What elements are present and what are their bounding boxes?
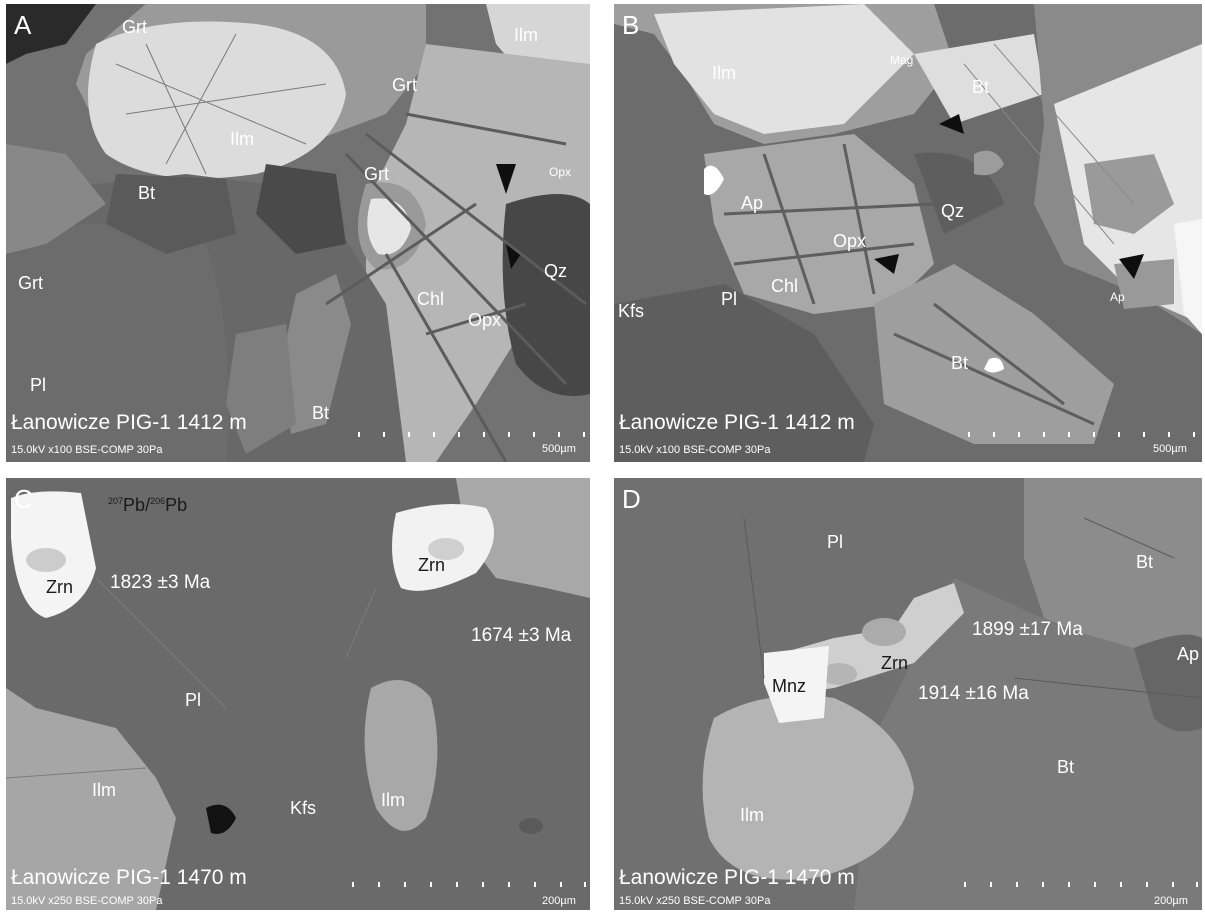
scale-bar-ticks: [968, 432, 1200, 438]
panel-letter: B: [622, 10, 640, 40]
mineral-label: Ilm: [381, 790, 405, 810]
bse-image-b: [614, 4, 1202, 462]
age-label: 1899 ±17 Ma: [972, 619, 1083, 640]
bse-image-a: [6, 4, 590, 462]
isotope-denominator-element: Pb: [165, 495, 188, 515]
bse-image-d: [614, 478, 1202, 910]
sample-location: Łanowicze PIG-1 1470 m: [619, 866, 855, 889]
sem-metadata: 15.0kV x100 BSE-COMP 30Pa: [11, 444, 163, 456]
mineral-label: Ilm: [712, 63, 736, 83]
mineral-label: Grt: [392, 75, 417, 95]
mineral-label: Chl: [771, 276, 799, 296]
mineral-label: Ilm: [740, 805, 764, 825]
mineral-label: Bt: [1136, 552, 1154, 572]
scale-bar-label: 200µm: [1154, 895, 1188, 907]
sem-metadata: 15.0kV x100 BSE-COMP 30Pa: [619, 444, 771, 456]
scale-bar-ticks: [964, 882, 1200, 888]
panel-a: A Grt Ilm Ilm Grt Opx Grt Bt Grt Chl Opx…: [6, 4, 590, 462]
mineral-label: Bt: [312, 403, 330, 423]
panel-b: B Ilm Mag Bt Ap Qz Opx Chl Pl Kfs Bt Ap …: [614, 4, 1202, 462]
mineral-label: Pl: [185, 690, 202, 710]
mineral-label: Opx: [468, 310, 502, 330]
mineral-label: Opx: [833, 231, 867, 251]
age-label: 1914 ±16 Ma: [918, 683, 1029, 704]
scale-bar-ticks: [358, 432, 588, 438]
mineral-label: Grt: [122, 17, 147, 37]
mineral-label: Pl: [721, 289, 738, 309]
mineral-label: Opx: [549, 165, 572, 179]
panel-letter: A: [14, 10, 32, 40]
sem-metadata: 15.0kV x250 BSE-COMP 30Pa: [11, 895, 163, 907]
mineral-label: Ap: [741, 193, 764, 213]
scale-bar-label: 200µm: [542, 895, 576, 907]
panel-c: C 207Pb/206Pb 1823 ±3 Ma Zrn Zrn 1674 ±3…: [6, 478, 590, 910]
scale-bar-ticks: [352, 882, 588, 888]
mineral-label: Grt: [18, 273, 43, 293]
sample-location: Łanowicze PIG-1 1412 m: [11, 411, 247, 434]
isotope-ratio-label: 207Pb/206Pb: [108, 495, 188, 515]
mineral-label: Qz: [941, 201, 965, 221]
sem-metadata: 15.0kV x250 BSE-COMP 30Pa: [619, 895, 771, 907]
panel-letter: C: [14, 484, 33, 514]
age-label: 1823 ±3 Ma: [110, 572, 211, 593]
mineral-label: Ap: [1177, 644, 1200, 664]
mineral-label: Grt: [364, 164, 389, 184]
mineral-label: Mnz: [772, 676, 807, 696]
mineral-label: Zrn: [881, 653, 908, 673]
mineral-label: Kfs: [290, 798, 317, 818]
mineral-label: Kfs: [618, 301, 645, 321]
mineral-label: Pl: [30, 375, 47, 395]
mineral-label: Ilm: [230, 129, 254, 149]
scale-bar-label: 500µm: [1153, 443, 1187, 455]
panel-d: D Pl Bt 1899 ±17 Ma Mnz Zrn Ap 1914 ±16 …: [614, 478, 1202, 910]
mineral-label: Bt: [1057, 757, 1075, 777]
mineral-label: Bt: [138, 183, 156, 203]
age-label: 1674 ±3 Ma: [471, 625, 572, 646]
isotope-numerator-mass: 207: [108, 496, 124, 506]
mineral-label: Bt: [972, 77, 990, 97]
scale-bar-label: 500µm: [542, 443, 576, 455]
mineral-label: Chl: [417, 289, 445, 309]
mineral-label: Bt: [951, 353, 969, 373]
isotope-denominator-mass: 206: [150, 496, 166, 506]
mineral-label: Pl: [827, 532, 844, 552]
mineral-label: Qz: [544, 261, 568, 281]
mineral-label: Ilm: [514, 25, 538, 45]
sample-location: Łanowicze PIG-1 1412 m: [619, 411, 855, 434]
sample-location: Łanowicze PIG-1 1470 m: [11, 866, 247, 889]
panel-letter: D: [622, 484, 641, 514]
isotope-numerator-element: Pb: [123, 495, 146, 515]
bse-image-c: [6, 478, 590, 910]
mineral-label: Mag: [890, 53, 914, 67]
mineral-label: Ap: [1110, 290, 1125, 304]
mineral-label: Ilm: [92, 780, 116, 800]
mineral-label: Zrn: [46, 577, 73, 597]
mineral-label: Zrn: [418, 555, 445, 575]
